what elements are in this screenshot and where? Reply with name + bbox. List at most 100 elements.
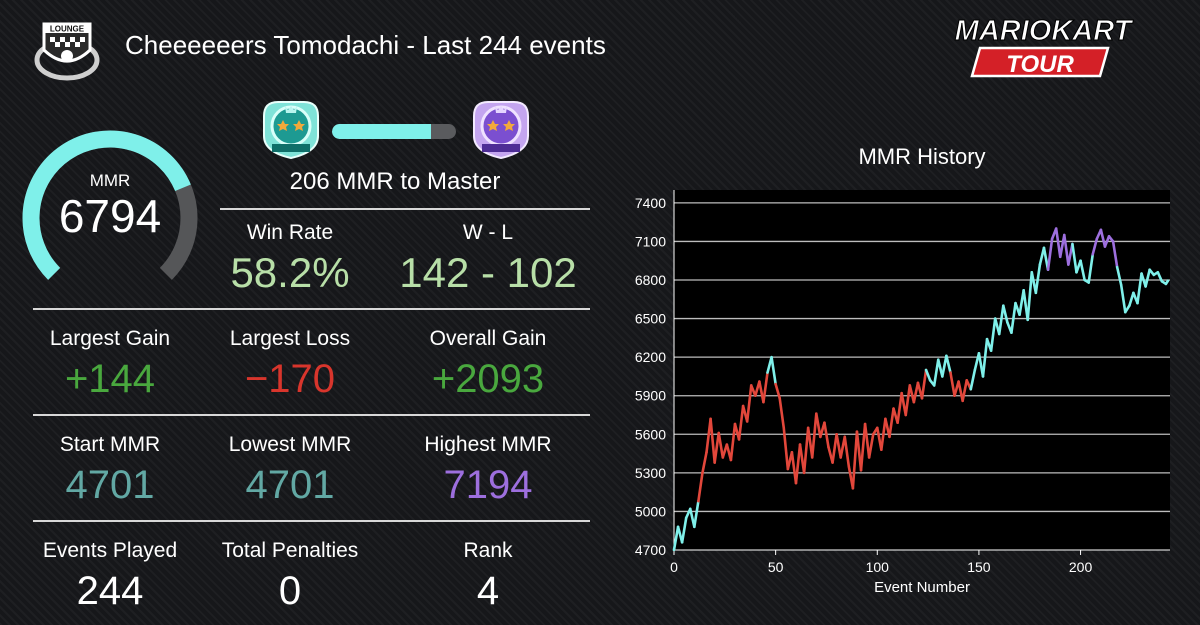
- mmr-line-segment: [745, 384, 753, 423]
- y-tick-label: 5900: [635, 388, 666, 404]
- mmr-line-segment: [810, 412, 818, 459]
- x-tick-label: 100: [866, 559, 890, 575]
- stat-value: 0: [278, 569, 302, 613]
- stat-label: Rank: [463, 539, 513, 562]
- rank-progress-fill: [332, 124, 432, 139]
- stat-largest-gain: Largest Gain +144: [15, 326, 205, 402]
- stat-win-loss: W - L 142 - 102: [393, 220, 583, 296]
- stat-win-rate: Win Rate 58.2%: [195, 220, 385, 296]
- rank-progress-bar: [332, 124, 456, 139]
- mmr-line-segment: [680, 516, 688, 544]
- mmr-line-segment: [949, 371, 956, 398]
- stat-value: 4701: [245, 463, 335, 507]
- mmr-line-segment: [1144, 268, 1151, 288]
- stat-total-penalties: Total Penalties 0: [195, 538, 385, 614]
- y-tick-label: 7100: [635, 233, 666, 249]
- stat-label: Lowest MMR: [228, 433, 352, 456]
- mmr-line-segment: [762, 371, 769, 404]
- mmr-line-segment: [1111, 240, 1119, 269]
- stat-highest-mmr: Highest MMR 7194: [393, 432, 583, 508]
- y-tick-label: 6200: [635, 349, 666, 365]
- mmr-line-segment: [912, 381, 920, 404]
- stat-value: 244: [76, 569, 144, 613]
- mmr-line-segment: [888, 407, 895, 439]
- divider: [220, 208, 590, 210]
- stat-label: Total Penalties: [221, 539, 359, 562]
- mmr-line-segment: [981, 337, 989, 378]
- stat-label: Largest Loss: [229, 327, 351, 350]
- mmr-history-chart: 4700 5000 5300 5600 5900 6200 6500 6800 7100 7400…: [635, 190, 1170, 596]
- y-tick-label: 7400: [635, 195, 666, 211]
- stat-value: 4: [476, 569, 500, 613]
- mmr-line-segment: [1062, 233, 1070, 266]
- divider: [33, 520, 590, 522]
- brand-top: MARIOKART: [955, 15, 1134, 47]
- stat-label: W - L: [462, 221, 514, 244]
- mmr-line-segment: [1136, 272, 1143, 305]
- mmr-line-segment: [1115, 265, 1123, 287]
- mmr-line-segment: [867, 432, 875, 459]
- x-tick-label: 50: [768, 559, 784, 575]
- mmr-line-segment: [835, 432, 842, 459]
- mmr-line-segment: [778, 396, 786, 430]
- mmr-line-segment: [697, 471, 704, 503]
- mmr-line-segment: [1034, 263, 1042, 295]
- mmr-line-segment: [717, 431, 725, 459]
- mmr-line-segment: [831, 432, 838, 464]
- mmr-line-segment: [782, 426, 790, 471]
- master-rank-icon: [473, 101, 529, 160]
- mmr-line-segment: [709, 417, 716, 464]
- mmr-line-segment: [729, 422, 737, 462]
- chart-title: MMR History: [858, 144, 986, 169]
- mmr-line-segment: [843, 435, 851, 468]
- y-tick-label: 5000: [635, 503, 666, 519]
- mmr-line-segment: [693, 499, 700, 529]
- mmr-line-segment: [1164, 279, 1170, 286]
- mmr-gauge: MMR 6794: [22, 130, 198, 280]
- x-tick-label: 150: [967, 559, 991, 575]
- mmr-line-segment: [737, 404, 745, 441]
- mmr-line-segment: [1026, 270, 1034, 322]
- mmr-line-segment: [1054, 227, 1062, 259]
- mmr-line-segment: [1099, 228, 1107, 248]
- mmr-line-segment: [920, 368, 928, 400]
- mmr-line-segment: [713, 431, 721, 464]
- mmr-line-segment: [1071, 242, 1078, 274]
- stat-start-mmr: Start MMR 4701: [15, 432, 205, 508]
- mmr-line-segment: [941, 354, 948, 378]
- stat-value: 58.2%: [230, 249, 350, 296]
- plot-area: [674, 190, 1170, 550]
- mmr-line-segment: [701, 450, 708, 475]
- mmr-line-segment: [774, 382, 781, 400]
- diamond-rank-icon: [263, 101, 319, 160]
- stat-rank: Rank 4: [393, 538, 583, 614]
- y-tick-label: 6500: [635, 311, 666, 327]
- stat-largest-loss: Largest Loss −170: [195, 326, 385, 402]
- mmr-line-segment: [961, 378, 969, 403]
- stat-label: Events Played: [42, 539, 178, 562]
- lounge-logo: LOUNGE: [34, 22, 100, 81]
- mmr-line-segment: [859, 422, 867, 472]
- stat-overall-gain: Overall Gain +2093: [393, 326, 583, 402]
- mmr-line-segment: [1046, 237, 1054, 272]
- x-tick-label: 200: [1069, 559, 1093, 575]
- mmr-line-segment: [672, 525, 680, 552]
- mmr-line-segment: [997, 304, 1005, 336]
- mmr-line-segment: [802, 426, 810, 475]
- mmr-line-segment: [1091, 237, 1099, 256]
- mario-kart-tour-logo: MARIOKART TOUR: [954, 15, 1134, 79]
- stat-value: 4701: [65, 463, 155, 507]
- stat-value: +2093: [431, 357, 545, 401]
- stat-value: 142 - 102: [399, 249, 577, 296]
- y-tick-label: 5600: [635, 426, 666, 442]
- mmr-line-segment: [969, 368, 977, 391]
- y-tick-label: 5300: [635, 465, 666, 481]
- stat-label: Overall Gain: [429, 327, 547, 350]
- mmr-line-segment: [924, 368, 932, 382]
- mmr-to-next-rank: 206 MMR to Master: [289, 168, 501, 195]
- stat-value: 7194: [443, 463, 533, 507]
- y-tick-label: 4700: [635, 542, 666, 558]
- mmr-line-segment: [1002, 304, 1009, 324]
- mmr-line-segment: [1128, 291, 1135, 308]
- mmr-line-segment: [1087, 252, 1095, 284]
